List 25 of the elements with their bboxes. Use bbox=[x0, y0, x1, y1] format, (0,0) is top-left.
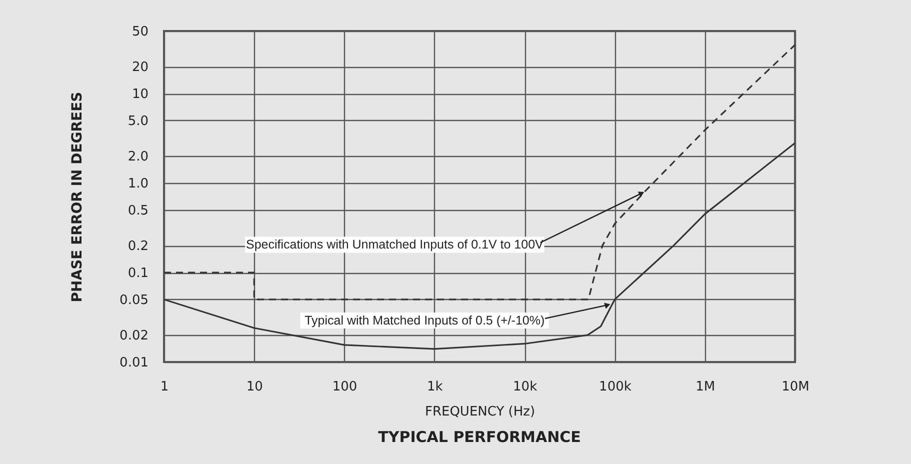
y-tick-label: 0.2 bbox=[128, 239, 148, 254]
y-tick-label: 1.0 bbox=[128, 176, 148, 192]
text: TYPICAL PERFORMANCE bbox=[378, 428, 581, 446]
annotation: Typical with Matched Inputs of 0.5 (+/-10%) bbox=[304, 314, 545, 328]
y-tick-label: 0.5 bbox=[128, 203, 148, 218]
y-tick-label: 10 bbox=[132, 87, 148, 102]
y-tick-label: 50 bbox=[132, 24, 148, 40]
y-tick-label: 0.01 bbox=[120, 356, 148, 370]
x-tick-label: 1M bbox=[696, 380, 716, 394]
y-tick-label: 5.0 bbox=[128, 114, 148, 129]
x-tick-label: 100 bbox=[332, 380, 358, 394]
annotation: Specifications with Unmatched Inputs of 0.1V to 100V bbox=[246, 238, 544, 252]
y-tick-label: 2.0 bbox=[128, 150, 148, 165]
x-tick-label: 100k bbox=[599, 380, 632, 394]
y-tick-label: 0.1 bbox=[128, 266, 148, 282]
y-tick-label: 20 bbox=[132, 60, 148, 76]
x-axis-title: FREQUENCY (Hz) bbox=[424, 404, 536, 420]
y-tick-label: 0.05 bbox=[120, 292, 148, 308]
y-axis-title: PHASE ERROR IN DEGREES bbox=[70, 92, 86, 302]
x-tick-label: 10k bbox=[513, 380, 538, 394]
y-tick-label: 0.02 bbox=[120, 328, 148, 344]
x-tick-label: 10 bbox=[246, 380, 263, 394]
x-tick-label: 1k bbox=[427, 380, 444, 394]
x-tick-label: 10M bbox=[782, 380, 810, 394]
x-tick-label: 1 bbox=[160, 380, 169, 394]
